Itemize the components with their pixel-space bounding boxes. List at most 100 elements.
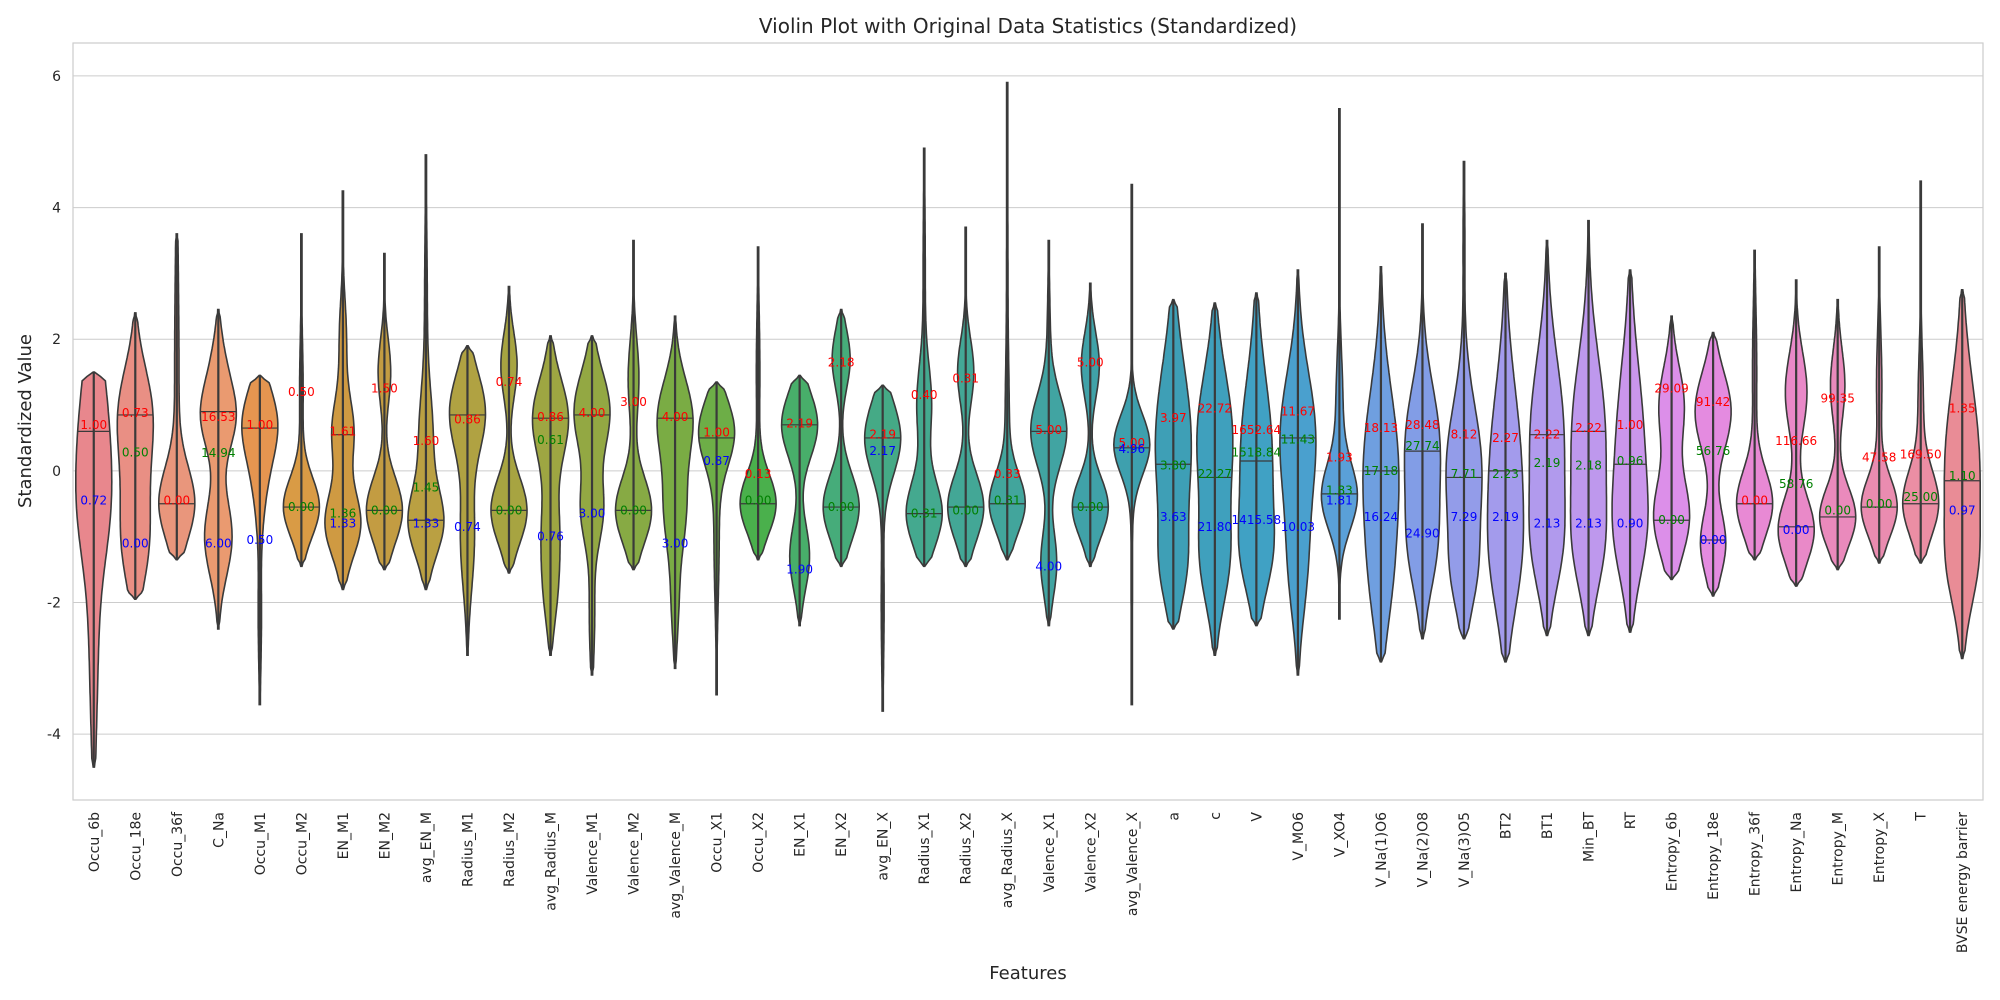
min-label: 0.00 <box>1783 523 1810 537</box>
x-tick-label: Occu_36f <box>170 811 186 877</box>
y-tick-label: 6 <box>52 69 61 85</box>
y-tick-labels: -4 -2 0 2 4 6 <box>47 69 61 743</box>
max-label: 0.86 <box>537 410 564 424</box>
max-label: 99.35 <box>1820 391 1854 405</box>
min-label: 1.90 <box>786 563 813 577</box>
max-label: 4.00 <box>579 406 606 420</box>
min-label: 0.87 <box>703 454 730 468</box>
median-label: 0.31 <box>911 507 938 521</box>
max-label: 116.66 <box>1775 434 1817 448</box>
median-label: 0.61 <box>537 433 564 447</box>
max-label: 1.00 <box>1617 418 1644 432</box>
min-label: 0.72 <box>80 493 107 507</box>
chart-title: Violin Plot with Original Data Statistic… <box>759 14 1297 38</box>
max-label: 0.86 <box>454 413 481 427</box>
median-label: 2.23 <box>1492 467 1519 481</box>
x-tick-labels: Occu_6b Occu_18e Occu_36f C_Na Occu_M1 Occu_M… <box>87 811 1971 953</box>
max-label: 11.67 <box>1281 405 1315 419</box>
median-label: 0.00 <box>620 503 647 517</box>
x-tick-label: avg_Radius_X <box>1000 812 1016 909</box>
min-label: 0.90 <box>1617 517 1644 531</box>
median-label: 0.00 <box>1824 503 1851 517</box>
y-tick-label: 0 <box>52 464 61 480</box>
y-tick-label: 2 <box>52 332 61 348</box>
min-label: 2.19 <box>1492 510 1519 524</box>
max-label: 1.50 <box>371 382 398 396</box>
max-label: 2.27 <box>1492 431 1519 445</box>
x-tick-label: Radius_X2 <box>959 812 975 884</box>
min-label: 0.97 <box>1949 503 1976 517</box>
x-tick-label: Radius_X1 <box>917 812 933 884</box>
max-label: 3.00 <box>620 395 647 409</box>
median-label: 0.00 <box>745 493 772 507</box>
median-label: 0.31 <box>994 493 1021 507</box>
max-label: 2.22 <box>1575 421 1602 435</box>
max-label: 5.00 <box>1077 355 1104 369</box>
median-label: 0.00 <box>1866 497 1893 511</box>
min-label: 4.00 <box>1035 559 1062 573</box>
min-label: 0.00 <box>122 536 149 550</box>
min-label: 16.24 <box>1364 510 1398 524</box>
median-label: 22.27 <box>1198 467 1232 481</box>
max-label: 0.00 <box>1741 493 1768 507</box>
max-label: 0.73 <box>122 406 149 420</box>
x-tick-label: V_MO6 <box>1291 812 1307 861</box>
stat-labels: 1.00 0.72 0.73 0.50 0.00 0.00 16.53 14.94 6.00 1.… <box>80 355 1975 576</box>
median-label: 0.00 <box>371 503 398 517</box>
max-label: 1.93 <box>1326 451 1353 465</box>
median-label: 0.00 <box>288 500 315 514</box>
max-label: 8.12 <box>1451 428 1478 442</box>
max-label: 28.48 <box>1405 418 1439 432</box>
x-tick-label: EN_X2 <box>834 812 850 857</box>
x-tick-label: BVSE energy barrier <box>1955 812 1971 953</box>
max-label: 1.35 <box>1949 401 1976 415</box>
max-label: 5.00 <box>1035 423 1062 437</box>
median-label: 1.10 <box>1949 469 1976 483</box>
max-label: 3.97 <box>1160 411 1187 425</box>
max-label: 0.33 <box>994 467 1021 481</box>
x-tick-label: Entropy_X <box>1872 812 1888 883</box>
min-label: 21.80 <box>1198 520 1232 534</box>
plot-frame <box>72 42 1984 801</box>
y-tick-label: 4 <box>52 201 61 217</box>
min-label: 3.00 <box>662 536 689 550</box>
x-tick-label: avg_Valence_X <box>1125 812 1141 917</box>
min-label: 2.13 <box>1575 517 1602 531</box>
min-label: 24.90 <box>1405 526 1439 540</box>
x-tick-label: avg_Valence_M <box>668 812 684 919</box>
x-tick-label: V_Na(2)O8 <box>1416 812 1432 887</box>
x-tick-label: Valence_X1 <box>1042 812 1058 892</box>
x-tick-label: Entropy_6b <box>1665 812 1681 891</box>
max-label: 47.58 <box>1862 451 1896 465</box>
max-label: 0.74 <box>496 375 523 389</box>
median-label: 0.00 <box>496 503 523 517</box>
median-label: 1.36 <box>330 507 357 521</box>
min-label: 0.00 <box>1700 533 1727 547</box>
median-label: 25.00 <box>1904 490 1938 504</box>
max-label: 29.09 <box>1654 382 1688 396</box>
x-axis-label: Features <box>989 963 1066 984</box>
max-label: 91.42 <box>1696 395 1730 409</box>
x-tick-label: avg_EN_M <box>419 812 435 883</box>
median-label: 2.18 <box>1575 459 1602 473</box>
max-label: 2.18 <box>828 355 855 369</box>
x-tick-label: Valence_M1 <box>585 812 601 895</box>
median-label: 7.71 <box>1451 467 1478 481</box>
x-tick-label: Occu_X1 <box>710 812 726 873</box>
median-label: 56.76 <box>1696 444 1730 458</box>
x-tick-label: Valence_M2 <box>627 812 643 895</box>
max-label: 1.00 <box>246 418 273 432</box>
max-label: 1.00 <box>703 426 730 440</box>
median-label: 0.00 <box>1658 513 1685 527</box>
y-tick-label: -2 <box>47 596 61 612</box>
x-tick-label: EN_M1 <box>336 812 352 859</box>
median-label: 17.18 <box>1364 464 1398 478</box>
max-label: 16.53 <box>201 410 235 424</box>
x-tick-label: Entropy_M <box>1831 812 1847 885</box>
violins <box>75 81 1981 768</box>
max-label: 0.31 <box>952 372 979 386</box>
max-label: 2.19 <box>786 416 813 430</box>
min-label: 2.17 <box>869 444 896 458</box>
x-tick-label: avg_EN_X <box>876 812 892 881</box>
